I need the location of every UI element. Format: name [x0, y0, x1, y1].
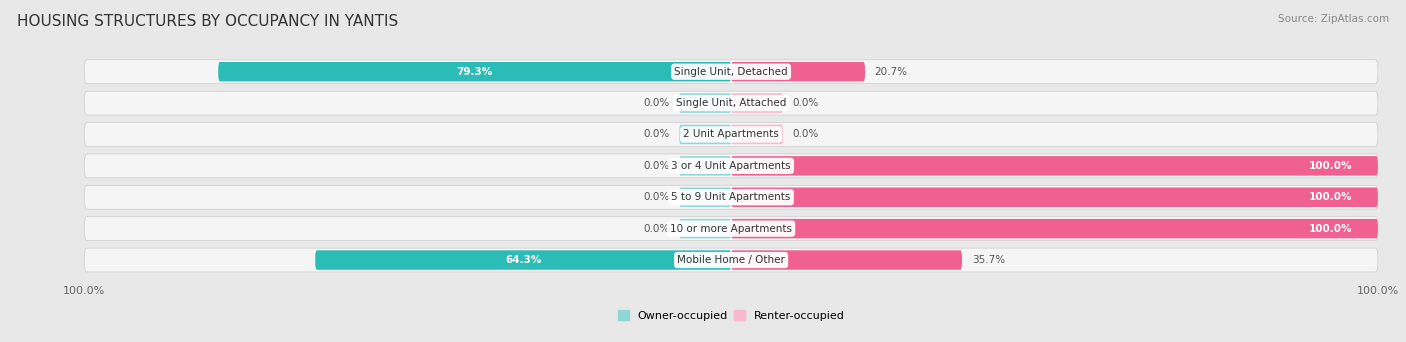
FancyBboxPatch shape	[84, 122, 1378, 146]
Text: 10 or more Apartments: 10 or more Apartments	[671, 224, 792, 234]
FancyBboxPatch shape	[84, 217, 1378, 240]
Text: 0.0%: 0.0%	[644, 161, 669, 171]
FancyBboxPatch shape	[679, 125, 731, 144]
FancyBboxPatch shape	[731, 187, 1378, 207]
Text: Mobile Home / Other: Mobile Home / Other	[678, 255, 785, 265]
Text: 5 to 9 Unit Apartments: 5 to 9 Unit Apartments	[672, 192, 790, 202]
Text: 3 or 4 Unit Apartments: 3 or 4 Unit Apartments	[671, 161, 792, 171]
Text: 35.7%: 35.7%	[972, 255, 1005, 265]
Text: 2 Unit Apartments: 2 Unit Apartments	[683, 130, 779, 140]
FancyBboxPatch shape	[679, 187, 731, 207]
Text: 64.3%: 64.3%	[505, 255, 541, 265]
FancyBboxPatch shape	[731, 219, 1378, 238]
FancyBboxPatch shape	[731, 125, 783, 144]
Text: 0.0%: 0.0%	[644, 192, 669, 202]
Text: 0.0%: 0.0%	[644, 98, 669, 108]
Text: Single Unit, Attached: Single Unit, Attached	[676, 98, 786, 108]
Text: 0.0%: 0.0%	[793, 130, 818, 140]
FancyBboxPatch shape	[731, 62, 865, 81]
Text: HOUSING STRUCTURES BY OCCUPANCY IN YANTIS: HOUSING STRUCTURES BY OCCUPANCY IN YANTI…	[17, 14, 398, 29]
Text: 0.0%: 0.0%	[644, 130, 669, 140]
Text: Source: ZipAtlas.com: Source: ZipAtlas.com	[1278, 14, 1389, 24]
FancyBboxPatch shape	[679, 156, 731, 175]
FancyBboxPatch shape	[84, 185, 1378, 209]
FancyBboxPatch shape	[731, 93, 783, 113]
FancyBboxPatch shape	[84, 60, 1378, 84]
Text: 0.0%: 0.0%	[644, 224, 669, 234]
FancyBboxPatch shape	[679, 219, 731, 238]
Text: 100.0%: 100.0%	[1309, 192, 1353, 202]
Text: 100.0%: 100.0%	[1309, 161, 1353, 171]
FancyBboxPatch shape	[84, 154, 1378, 178]
Text: 100.0%: 100.0%	[1309, 224, 1353, 234]
FancyBboxPatch shape	[315, 250, 731, 270]
Text: 0.0%: 0.0%	[793, 98, 818, 108]
Legend: Owner-occupied, Renter-occupied: Owner-occupied, Renter-occupied	[613, 306, 849, 325]
FancyBboxPatch shape	[679, 93, 731, 113]
FancyBboxPatch shape	[218, 62, 731, 81]
Text: Single Unit, Detached: Single Unit, Detached	[675, 67, 787, 77]
FancyBboxPatch shape	[84, 248, 1378, 272]
FancyBboxPatch shape	[731, 250, 962, 270]
Text: 79.3%: 79.3%	[457, 67, 494, 77]
Text: 20.7%: 20.7%	[875, 67, 908, 77]
FancyBboxPatch shape	[84, 91, 1378, 115]
FancyBboxPatch shape	[731, 156, 1378, 175]
